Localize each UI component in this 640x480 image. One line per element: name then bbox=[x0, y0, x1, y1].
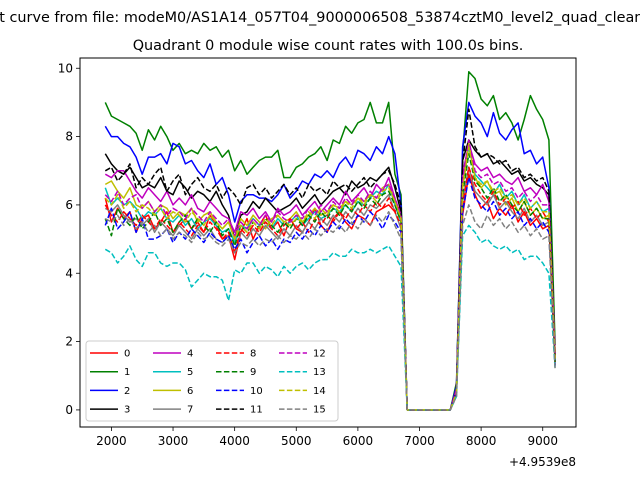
x-tick-label: 2000 bbox=[96, 434, 127, 448]
legend-label-11: 11 bbox=[250, 405, 263, 416]
x-tick-label: 5000 bbox=[281, 434, 312, 448]
axes-title: Quadrant 0 module wise count rates with … bbox=[133, 38, 524, 54]
series-line-9 bbox=[104, 152, 556, 411]
legend-label-9: 9 bbox=[250, 367, 256, 378]
x-tick-label: 8000 bbox=[466, 434, 497, 448]
legend-label-15: 15 bbox=[313, 405, 326, 416]
series-line-13 bbox=[104, 224, 556, 411]
series-line-0 bbox=[104, 173, 556, 411]
x-offset-label: +4.9539e8 bbox=[509, 455, 576, 469]
series-line-8 bbox=[104, 166, 556, 411]
legend-label-3: 3 bbox=[124, 405, 130, 416]
legend-label-8: 8 bbox=[250, 349, 256, 360]
y-tick-label: 10 bbox=[58, 61, 73, 75]
x-tick-label: 4000 bbox=[219, 434, 250, 448]
axes-frame bbox=[79, 57, 577, 428]
legend-label-12: 12 bbox=[313, 349, 326, 360]
series-line-2 bbox=[104, 101, 556, 411]
series-line-7 bbox=[104, 166, 556, 411]
y-axis: 0 2 4 6 8 10 bbox=[58, 61, 80, 417]
x-tick-label: 7000 bbox=[404, 434, 435, 448]
legend-box bbox=[85, 340, 339, 422]
legend-label-10: 10 bbox=[250, 386, 263, 397]
x-tick-label: 3000 bbox=[158, 434, 189, 448]
series-line-12 bbox=[104, 139, 556, 411]
figure-suptitle: Light curve from file: modeM0/AS1A14_057… bbox=[0, 10, 640, 26]
series-line-14 bbox=[104, 146, 556, 411]
y-tick-label: 4 bbox=[65, 266, 73, 280]
x-axis: 2000 3000 4000 5000 6000 7000 8000 9000 bbox=[96, 427, 558, 448]
legend-label-0: 0 bbox=[124, 349, 130, 360]
legend-label-4: 4 bbox=[187, 349, 193, 360]
series-lines bbox=[104, 70, 556, 411]
legend-label-6: 6 bbox=[187, 386, 193, 397]
series-line-4 bbox=[104, 142, 556, 411]
legend-label-14: 14 bbox=[313, 386, 326, 397]
legend-label-13: 13 bbox=[313, 367, 326, 378]
y-tick-label: 2 bbox=[65, 335, 73, 349]
legend-label-2: 2 bbox=[124, 386, 130, 397]
series-line-11 bbox=[104, 108, 556, 411]
legend-label-7: 7 bbox=[187, 405, 193, 416]
series-line-15 bbox=[104, 204, 556, 411]
series-line-1 bbox=[104, 70, 556, 411]
y-tick-label: 0 bbox=[65, 403, 73, 417]
legend-label-1: 1 bbox=[124, 367, 130, 378]
x-tick-label: 6000 bbox=[343, 434, 374, 448]
x-tick-label: 9000 bbox=[527, 434, 558, 448]
legend-label-5: 5 bbox=[187, 367, 193, 378]
y-tick-label: 8 bbox=[65, 130, 73, 144]
y-tick-label: 6 bbox=[65, 198, 73, 212]
